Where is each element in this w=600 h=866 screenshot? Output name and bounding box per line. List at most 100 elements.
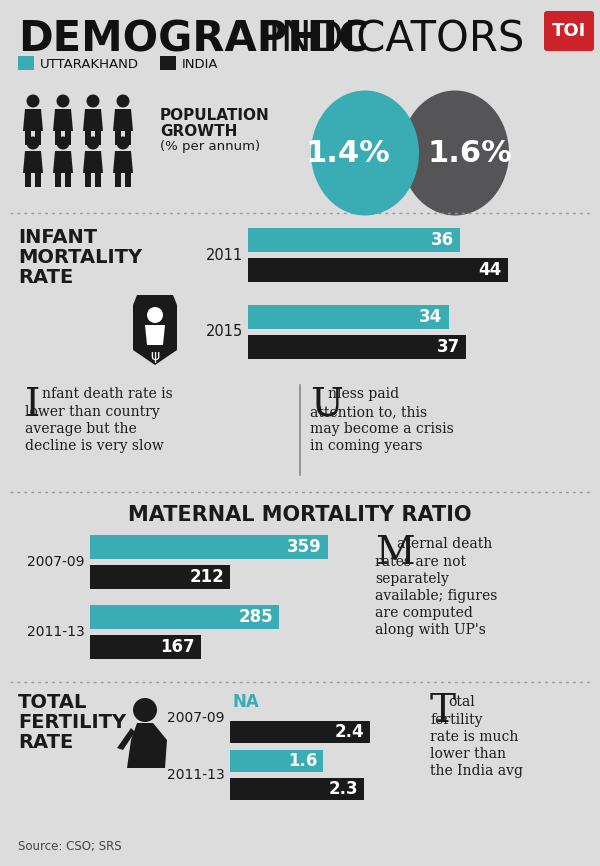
FancyBboxPatch shape [85,131,91,145]
Polygon shape [113,109,133,131]
Text: 2011: 2011 [206,248,243,262]
Text: 2.3: 2.3 [329,780,358,798]
Text: I: I [25,387,40,424]
FancyBboxPatch shape [25,173,31,187]
Ellipse shape [401,91,509,216]
Text: 212: 212 [190,568,224,586]
Ellipse shape [116,137,130,150]
Polygon shape [145,325,165,345]
Circle shape [133,698,157,722]
Text: U: U [310,387,343,424]
FancyBboxPatch shape [55,131,61,145]
FancyBboxPatch shape [230,750,323,772]
Polygon shape [83,151,103,173]
FancyBboxPatch shape [85,173,91,187]
FancyBboxPatch shape [160,56,176,70]
Text: POPULATION: POPULATION [160,108,270,123]
FancyBboxPatch shape [115,173,121,187]
Text: INDICATORS: INDICATORS [255,19,524,61]
Text: separately: separately [375,572,449,586]
Text: 2007-09: 2007-09 [28,555,85,569]
Text: TOTAL: TOTAL [18,693,88,712]
FancyBboxPatch shape [25,131,31,145]
Text: available; figures: available; figures [375,589,497,603]
Text: FERTILITY: FERTILITY [18,713,126,732]
Text: 1.6: 1.6 [288,752,317,770]
Text: 1.4%: 1.4% [305,139,391,167]
Text: 1.6%: 1.6% [428,139,512,167]
FancyBboxPatch shape [65,131,71,145]
FancyBboxPatch shape [90,635,200,659]
FancyBboxPatch shape [18,56,34,70]
Text: 34: 34 [419,308,443,326]
FancyBboxPatch shape [35,173,41,187]
Text: rates are not: rates are not [375,555,466,569]
Text: 285: 285 [238,608,273,626]
Text: MATERNAL MORTALITY RATIO: MATERNAL MORTALITY RATIO [128,505,472,525]
FancyBboxPatch shape [248,305,449,329]
Text: fertility: fertility [430,713,482,727]
Ellipse shape [86,137,100,150]
Text: 167: 167 [160,638,194,656]
Text: RATE: RATE [18,268,73,287]
Text: MORTALITY: MORTALITY [18,248,142,267]
Text: aternal death: aternal death [397,537,492,551]
Text: INFANT: INFANT [18,228,97,247]
Polygon shape [23,109,43,131]
Polygon shape [117,728,135,750]
Text: are computed: are computed [375,606,473,620]
Text: attention to, this: attention to, this [310,405,427,419]
Text: 2015: 2015 [206,325,243,339]
Ellipse shape [116,94,130,107]
Text: INDIA: INDIA [182,57,218,70]
Text: TOI: TOI [552,22,586,40]
FancyBboxPatch shape [95,173,101,187]
Ellipse shape [311,91,419,216]
Polygon shape [53,151,73,173]
FancyBboxPatch shape [544,11,594,51]
Text: 36: 36 [431,231,454,249]
Text: nfant death rate is: nfant death rate is [42,387,173,401]
Text: average but the: average but the [25,422,137,436]
FancyBboxPatch shape [248,335,466,359]
Text: 2011-13: 2011-13 [27,625,85,639]
FancyBboxPatch shape [115,131,121,145]
FancyBboxPatch shape [35,131,41,145]
Polygon shape [133,295,177,365]
Text: M: M [375,535,415,572]
Text: rate is much: rate is much [430,730,518,744]
Text: (% per annum): (% per annum) [160,140,260,153]
FancyBboxPatch shape [248,258,508,282]
FancyBboxPatch shape [125,173,131,187]
Text: GROWTH: GROWTH [160,124,238,139]
FancyBboxPatch shape [248,228,460,252]
FancyBboxPatch shape [230,721,370,743]
Text: 37: 37 [437,338,460,356]
Text: decline is very slow: decline is very slow [25,439,164,453]
FancyBboxPatch shape [90,605,279,629]
Circle shape [147,307,163,323]
Text: 44: 44 [478,261,502,279]
Polygon shape [53,109,73,131]
Text: NA: NA [233,693,260,711]
Text: lower than: lower than [430,747,506,761]
Polygon shape [127,723,167,768]
Text: the India avg: the India avg [430,764,523,778]
Text: 2007-09: 2007-09 [167,711,225,725]
FancyBboxPatch shape [90,565,230,589]
FancyBboxPatch shape [125,131,131,145]
Text: otal: otal [448,695,475,709]
Text: 2.4: 2.4 [334,723,364,741]
Text: ψ: ψ [151,349,160,363]
Polygon shape [113,151,133,173]
FancyBboxPatch shape [95,131,101,145]
Ellipse shape [56,94,70,107]
Text: UTTARAKHAND: UTTARAKHAND [40,57,139,70]
Text: DEMOGRAPHIC: DEMOGRAPHIC [18,19,368,61]
Ellipse shape [26,137,40,150]
Text: 2011-13: 2011-13 [167,768,225,782]
FancyBboxPatch shape [230,778,364,800]
Text: may become a crisis: may become a crisis [310,422,454,436]
FancyBboxPatch shape [90,535,328,559]
Text: 359: 359 [287,538,322,556]
